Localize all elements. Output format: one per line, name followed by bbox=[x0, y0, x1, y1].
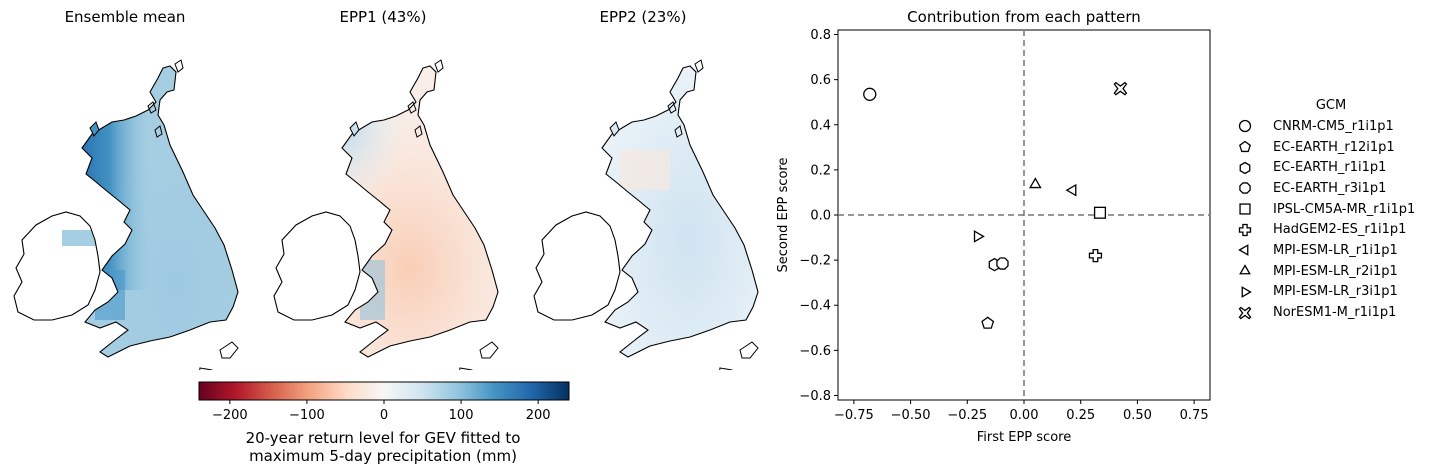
legend-item: MPI-ESM-LR_r2i1p1 bbox=[1236, 261, 1426, 282]
legend-item: CNRM-CM5_r1i1p1 bbox=[1236, 116, 1426, 137]
y-tick-label: 0.0 bbox=[810, 209, 831, 224]
legend-marker bbox=[1239, 203, 1251, 215]
colorbar-tick-label: 100 bbox=[449, 408, 474, 423]
scatter-point bbox=[1065, 183, 1077, 197]
y-tick-label: 0.4 bbox=[810, 118, 831, 133]
scatter-plot: −0.75 −0.50 −0.25 0.00 0.25 0.50 0.75 −0.8 −0.6 −… bbox=[776, 28, 1211, 445]
x-tick-label: −0.75 bbox=[834, 408, 874, 423]
legend-label: CNRM-CM5_r1i1p1 bbox=[1273, 118, 1394, 134]
legend-title: GCM bbox=[1315, 98, 1347, 113]
legend-label: MPI-ESM-LR_r3i1p1 bbox=[1273, 284, 1398, 300]
legend-item: MPI-ESM-LR_r3i1p1 bbox=[1236, 282, 1426, 303]
colorbar-tick-label: −100 bbox=[289, 408, 325, 423]
y-tick-label: −0.4 bbox=[799, 299, 831, 314]
scatter-title: Contribution from each pattern bbox=[907, 8, 1141, 26]
x-tick-label: 0.50 bbox=[1123, 408, 1152, 423]
x-tick-label: 0.00 bbox=[1010, 408, 1039, 423]
legend-item: EC-EARTH_r12i1p1 bbox=[1236, 137, 1426, 158]
map-epp2 bbox=[533, 59, 759, 370]
legend-item: NorESM1-M_r1i1p1 bbox=[1236, 302, 1426, 323]
legend-marker bbox=[1238, 223, 1252, 236]
colorbar-label-line2: maximum 5-day precipitation (mm) bbox=[249, 447, 517, 465]
colorbar-label: 20-year return level for GEV fitted to m… bbox=[183, 429, 583, 465]
x-tick-label: −0.25 bbox=[947, 408, 987, 423]
legend-label: EC-EARTH_r12i1p1 bbox=[1273, 139, 1395, 155]
y-tick-label: 0.8 bbox=[810, 28, 831, 43]
legend-marker bbox=[1239, 264, 1251, 275]
x-tick-label: 0.25 bbox=[1066, 408, 1095, 423]
y-tick-label: −0.8 bbox=[799, 389, 831, 404]
legend-marker-shape bbox=[1239, 203, 1251, 215]
scatter-point bbox=[996, 257, 1009, 270]
scatter-point bbox=[973, 230, 985, 243]
legend-marker bbox=[1238, 244, 1249, 257]
legend-marker-shape bbox=[1241, 285, 1252, 298]
legend-marker-shape bbox=[1238, 306, 1252, 319]
scatter-point bbox=[1029, 177, 1042, 189]
colorbar-tick-label: 200 bbox=[526, 408, 551, 423]
colorbar-gradient bbox=[198, 381, 570, 401]
y-tick-label: −0.2 bbox=[799, 254, 831, 269]
legend-marker bbox=[1239, 161, 1251, 174]
scatter-point bbox=[981, 316, 995, 329]
y-tick-label: 0.6 bbox=[810, 73, 831, 88]
legend-label: MPI-ESM-LR_r2i1p1 bbox=[1273, 263, 1398, 279]
colorbar-tick-label: −200 bbox=[212, 408, 248, 423]
legend: GCM CNRM-CM5_r1i1p1 EC-EARTH_r12i1p1 EC-EA… bbox=[1236, 98, 1426, 323]
legend-label: MPI-ESM-LR_r1i1p1 bbox=[1273, 242, 1398, 258]
legend-marker-shape bbox=[1239, 182, 1251, 195]
legend-label: HadGEM2-ES_r1i1p1 bbox=[1273, 222, 1407, 238]
colorbar-ticks: −200 −100 0 100 200 bbox=[212, 400, 551, 423]
legend-marker-shape bbox=[1238, 223, 1252, 236]
legend-item: IPSL-CM5A-MR_r1i1p1 bbox=[1236, 199, 1426, 220]
legend-item: MPI-ESM-LR_r1i1p1 bbox=[1236, 240, 1426, 261]
y-tick-label: 0.2 bbox=[810, 163, 831, 178]
map-title-ensemble-mean: Ensemble mean bbox=[64, 8, 186, 26]
legend-item: HadGEM2-ES_r1i1p1 bbox=[1236, 219, 1426, 240]
legend-label: EC-EARTH_r1i1p1 bbox=[1273, 160, 1387, 176]
legend-label: EC-EARTH_r3i1p1 bbox=[1273, 180, 1387, 196]
x-tick-label: −0.50 bbox=[891, 408, 931, 423]
legend-label: IPSL-CM5A-MR_r1i1p1 bbox=[1273, 201, 1416, 217]
legend-marker bbox=[1238, 120, 1252, 133]
colorbar-label-line1: 20-year return level for GEV fitted to bbox=[245, 429, 521, 447]
legend-marker bbox=[1238, 306, 1252, 319]
legend-item: EC-EARTH_r1i1p1 bbox=[1236, 157, 1426, 178]
legend-marker-shape bbox=[1238, 120, 1252, 133]
scatter-point bbox=[1093, 206, 1107, 219]
y-axis-label: Second EPP score bbox=[776, 158, 791, 273]
legend-marker bbox=[1239, 140, 1251, 153]
map-title-epp2: EPP2 (23%) bbox=[599, 8, 687, 26]
legend-marker-shape bbox=[1239, 140, 1251, 153]
x-tick-label: 0.75 bbox=[1180, 408, 1209, 423]
legend-marker bbox=[1239, 182, 1251, 195]
legend-item: EC-EARTH_r3i1p1 bbox=[1236, 178, 1426, 199]
legend-marker-shape bbox=[1239, 264, 1251, 275]
x-axis-label: First EPP score bbox=[977, 430, 1071, 445]
map-epp1 bbox=[273, 59, 499, 370]
scatter-point bbox=[1088, 248, 1103, 263]
legend-label: NorESM1-M_r1i1p1 bbox=[1273, 305, 1397, 321]
y-tick-label: −0.6 bbox=[799, 344, 831, 359]
legend-marker-shape bbox=[1239, 161, 1251, 174]
colorbar: −200 −100 0 100 200 bbox=[198, 381, 570, 423]
colorbar-tick-label: 0 bbox=[380, 408, 388, 423]
map-ensemble-mean bbox=[13, 59, 239, 370]
legend-marker bbox=[1241, 285, 1252, 298]
scatter-point bbox=[1113, 81, 1128, 96]
legend-marker-shape bbox=[1238, 244, 1249, 257]
map-title-epp1: EPP1 (43%) bbox=[339, 8, 427, 26]
scatter-point bbox=[863, 87, 877, 101]
